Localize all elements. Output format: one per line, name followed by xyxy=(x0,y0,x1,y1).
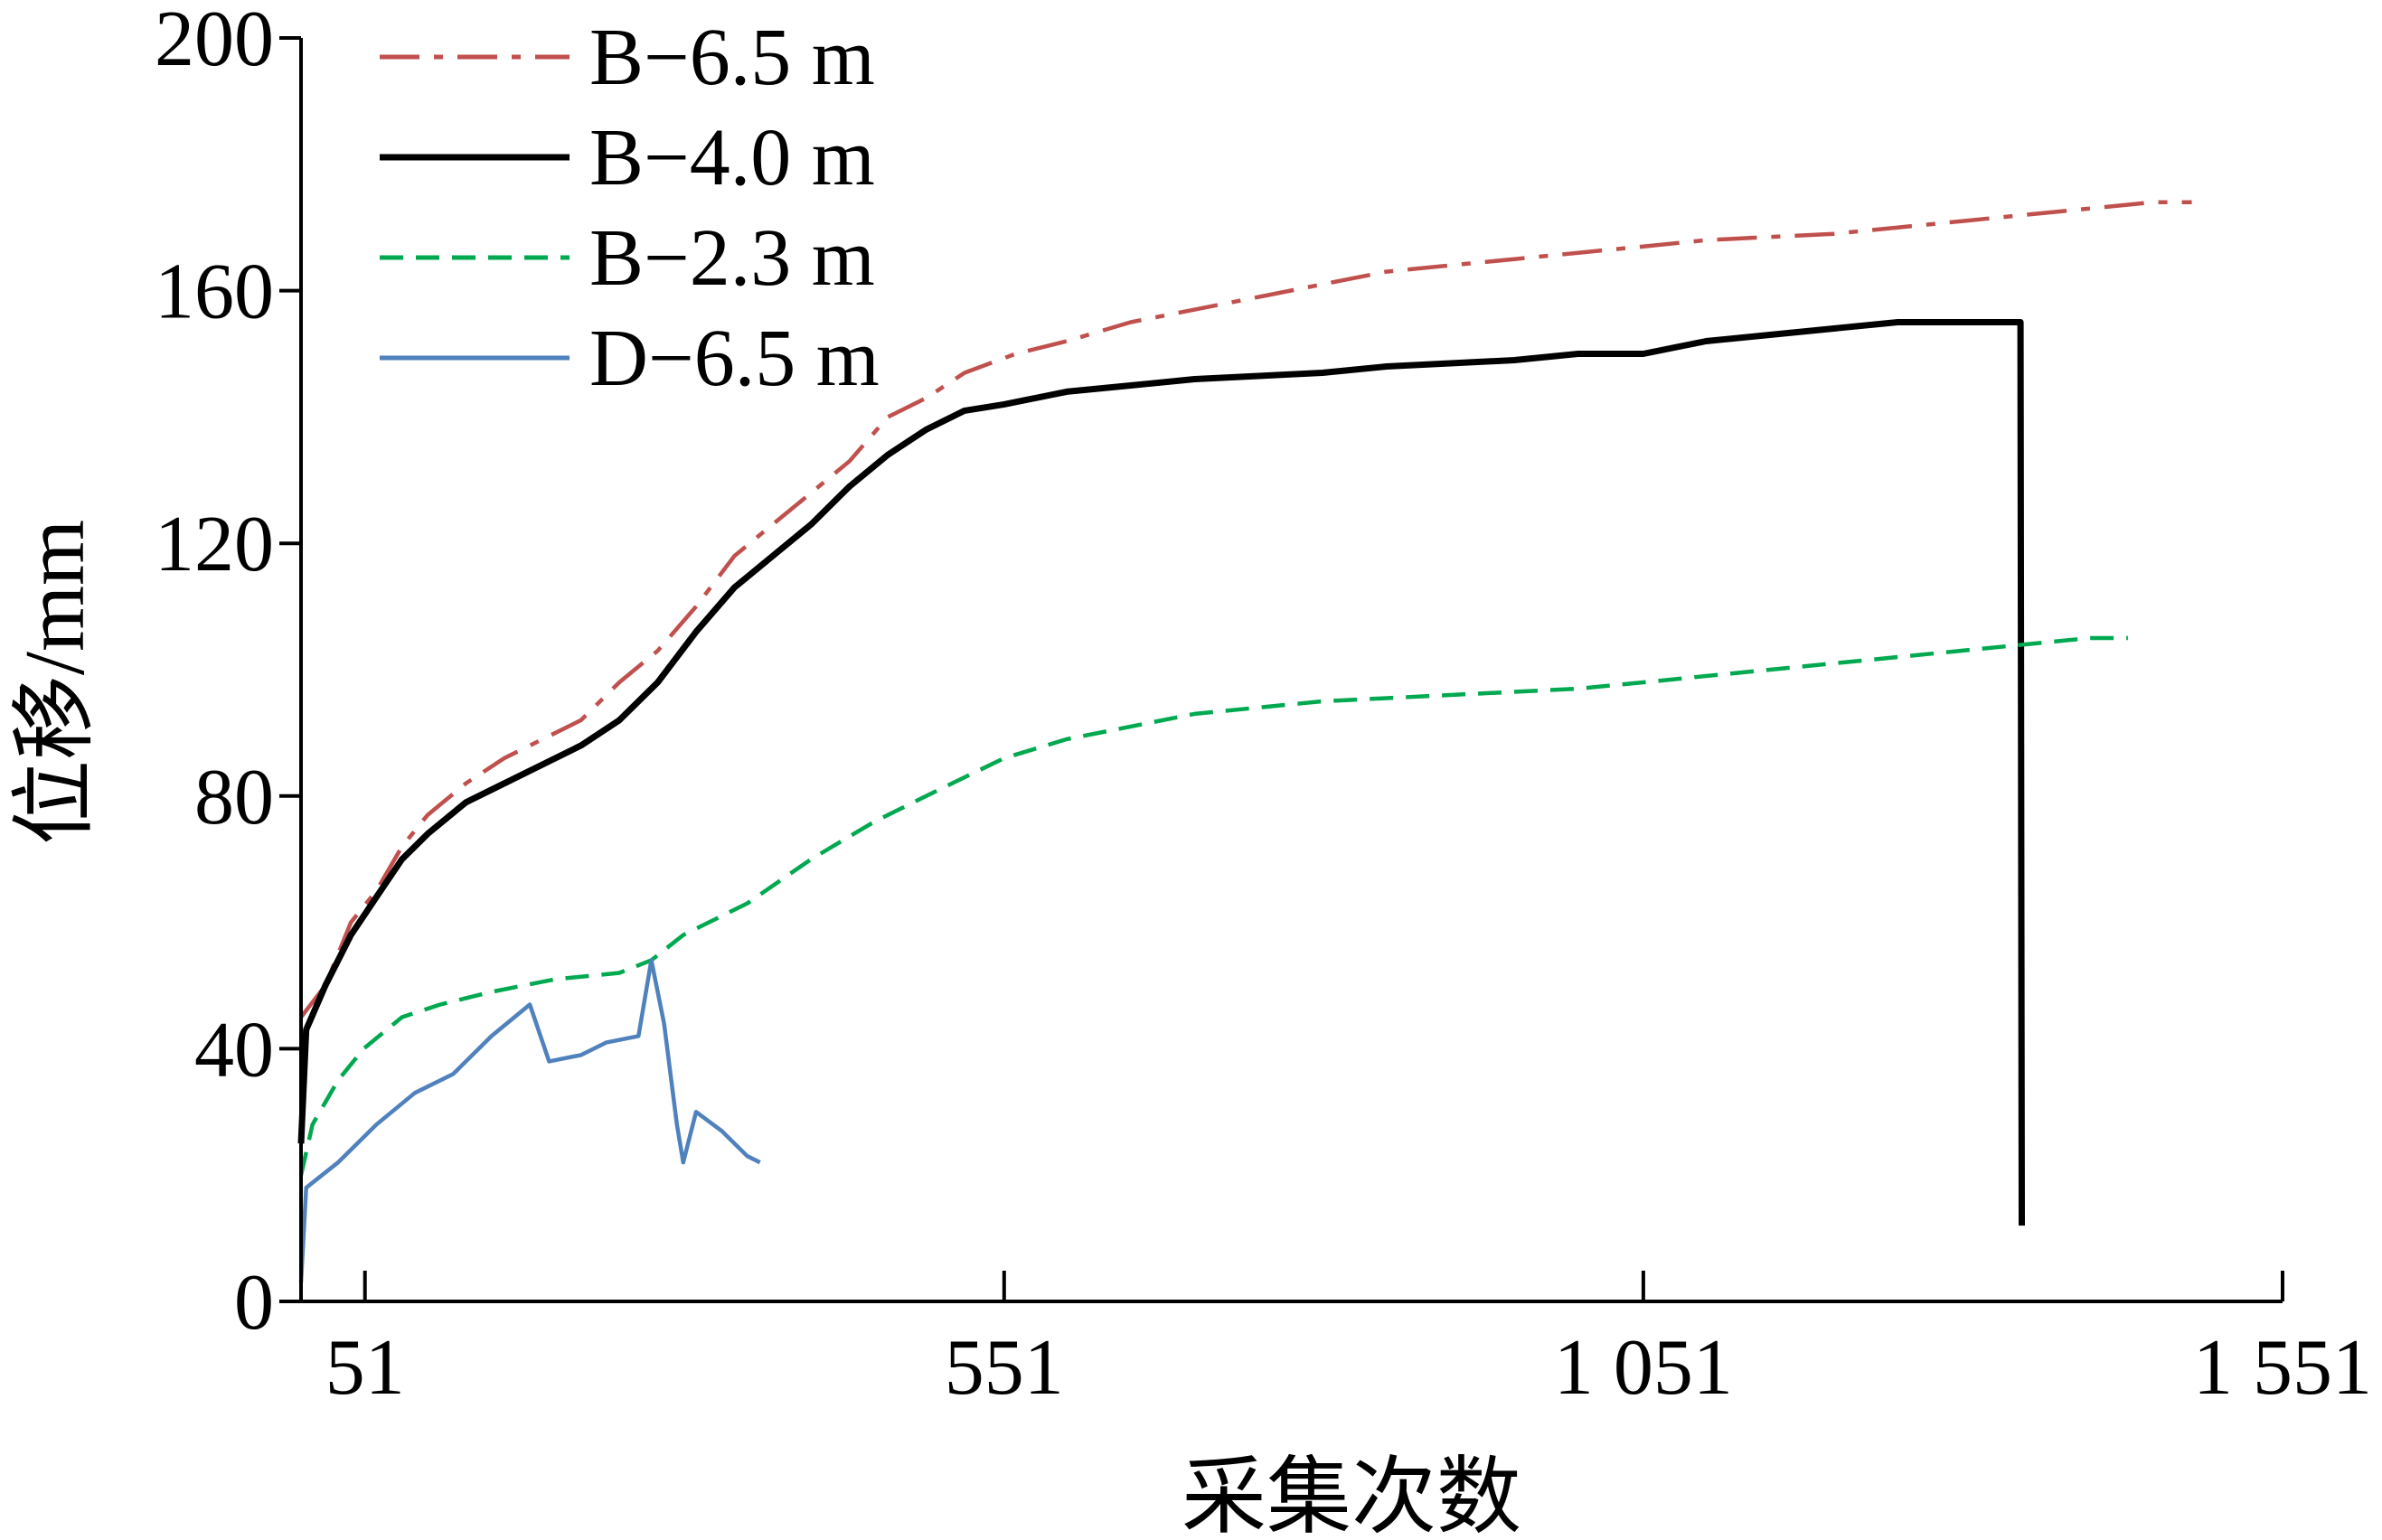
x-tick-label: 551 xyxy=(945,1324,1064,1412)
y-tick-label: 200 xyxy=(155,0,274,83)
y-tick-label: 120 xyxy=(155,501,274,588)
series-line-3 xyxy=(298,635,2128,1176)
y-tick-label: 80 xyxy=(194,754,274,841)
x-tick-label: 51 xyxy=(325,1324,405,1412)
x-axis-title: 采集次数 xyxy=(1182,1451,1521,1540)
series-line-2 xyxy=(297,319,2025,1226)
legend: B−6.5 m B−4.0 m B−2.3 m D−6.5 m xyxy=(380,13,880,403)
series-line-4 xyxy=(298,958,761,1283)
legend-label-3: B−2.3 m xyxy=(589,213,875,303)
x-tick-label: 1 051 xyxy=(1554,1324,1733,1412)
axes: 0 40 80 120 160 200 51 551 1 051 1 551 xyxy=(155,0,2372,1412)
series-line-1 xyxy=(299,200,2192,1019)
legend-label-4: D−6.5 m xyxy=(589,314,880,403)
y-tick-label: 160 xyxy=(155,249,274,336)
legend-label-2: B−4.0 m xyxy=(589,113,875,202)
y-axis-title: 位移/mm xyxy=(8,520,102,845)
x-tick-label: 1 551 xyxy=(2193,1324,2372,1412)
y-tick-label: 40 xyxy=(194,1006,274,1094)
legend-label-1: B−6.5 m xyxy=(589,13,875,102)
series-layer xyxy=(297,200,2192,1283)
y-tick-label: 0 xyxy=(234,1259,274,1347)
